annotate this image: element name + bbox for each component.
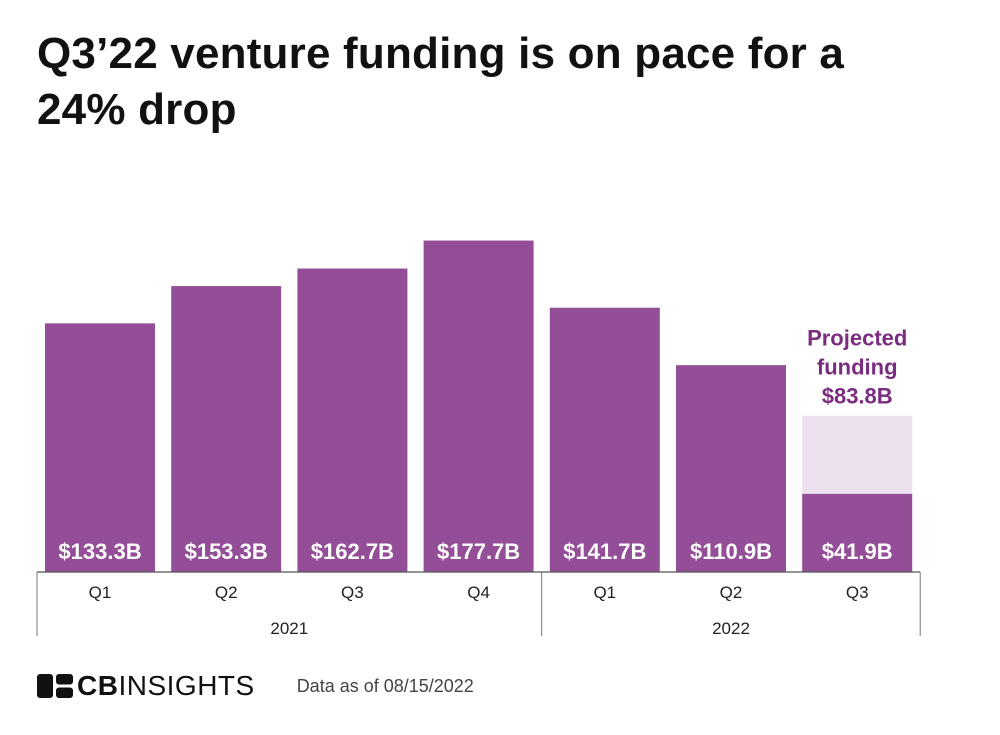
bar-value-label: $133.3B [58,539,141,564]
logo-wordmark: CBINSIGHTS [77,670,255,701]
x-tick-label: Q3 [341,583,364,602]
x-tick-label: Q1 [89,583,112,602]
bar [802,493,913,572]
bar-value-label: $162.7B [311,539,394,564]
bar [676,365,786,572]
x-tick-label: Q3 [846,583,869,602]
bar [171,286,282,572]
bar-value-label: $153.3B [185,539,268,564]
cb-insights-logo: CBINSIGHTS [37,670,255,702]
x-tick-label: Q2 [720,583,743,602]
chart-title: Q3’22 venture funding is on pace for a 2… [37,29,845,134]
footer: CBINSIGHTS Data as of 08/15/2022 [37,668,474,704]
x-tick-label: Q1 [593,583,616,602]
x-tick-label: Q2 [215,583,238,602]
projected-label: funding [817,355,898,380]
year-group-label: 2021 [270,619,308,638]
data-date-note: Data as of 08/15/2022 [296,675,474,696]
projected-label: $83.8B [822,384,893,409]
projected-label: Projected [807,326,907,351]
bar-value-label: $41.9B [822,539,893,564]
bar [423,240,534,572]
bar-value-label: $141.7B [563,539,646,564]
cb-logo-icon [37,674,73,698]
year-group-label: 2022 [712,619,750,638]
bar-value-label: $177.7B [437,539,520,564]
bar [549,307,660,572]
bar [45,323,155,572]
bar-value-label: $110.9B [690,539,772,564]
x-tick-label: Q4 [467,583,490,602]
bar [297,268,408,572]
